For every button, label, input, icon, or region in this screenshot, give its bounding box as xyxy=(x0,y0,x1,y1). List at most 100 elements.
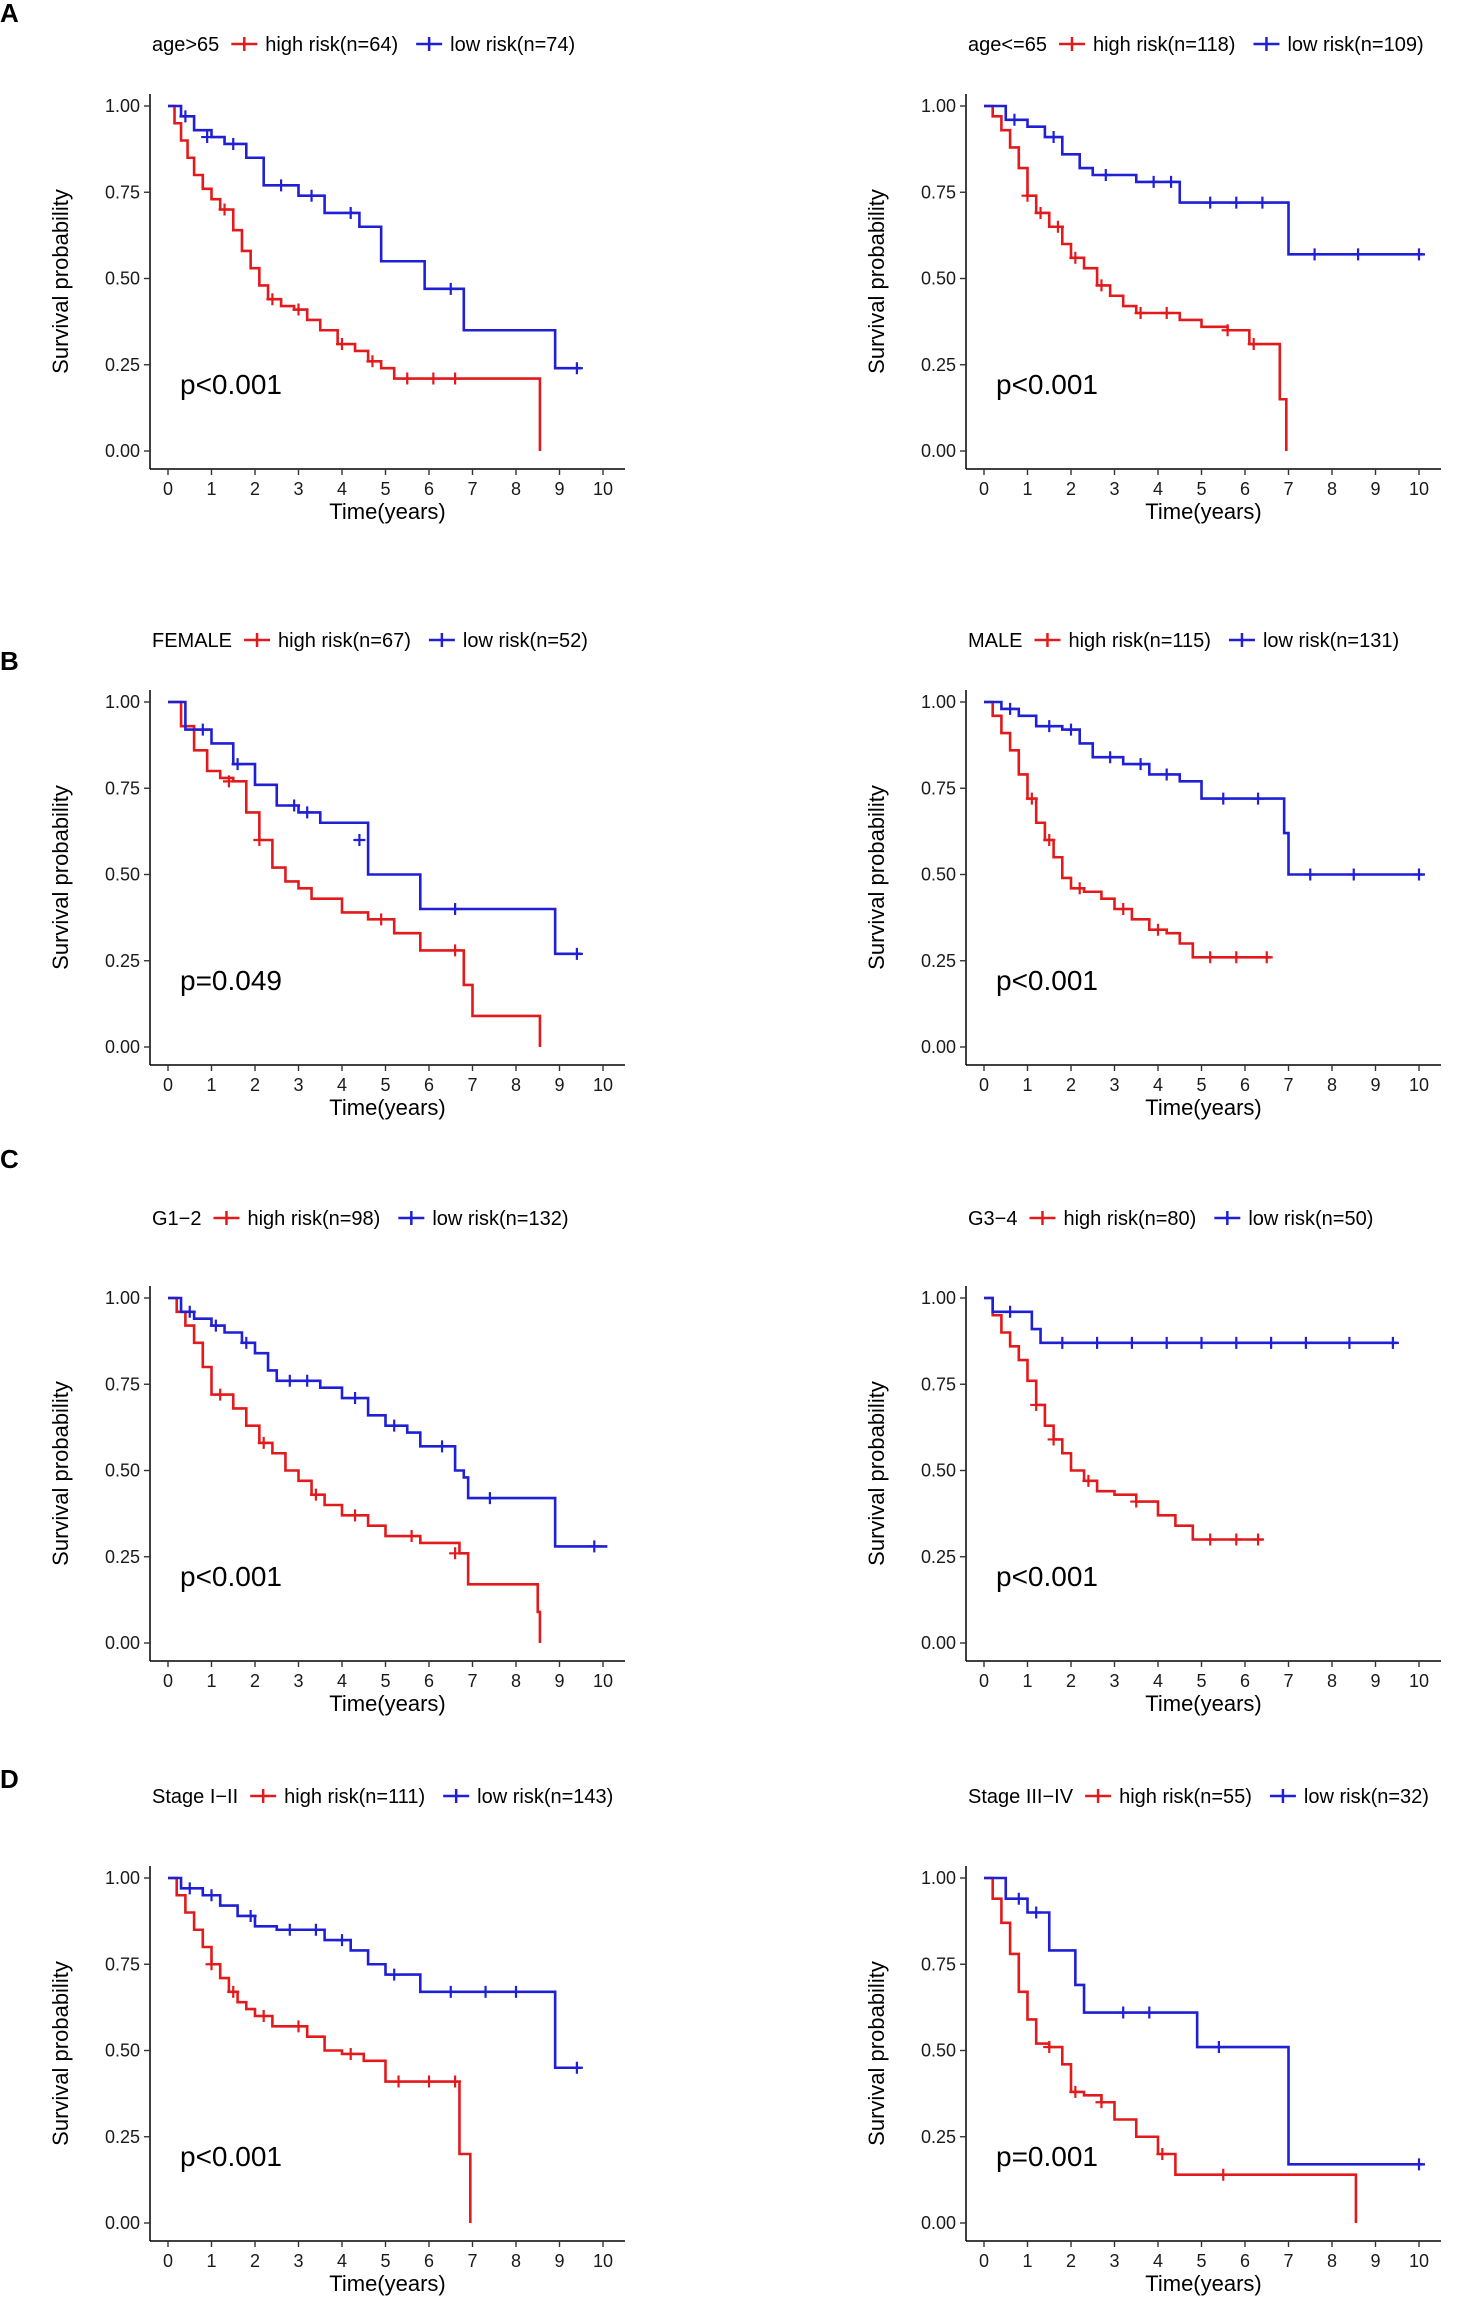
x-axis-title: Time(years) xyxy=(329,499,446,524)
censor-mark-high xyxy=(253,834,266,846)
censor-mark-high xyxy=(1247,338,1260,351)
x-tick-label: 3 xyxy=(293,479,303,499)
censor-mark-high xyxy=(227,1985,240,1998)
legend-title: FEMALE xyxy=(152,630,232,652)
y-tick-label: 0.50 xyxy=(105,2041,140,2061)
survival-curve-high xyxy=(168,1876,472,2223)
survival-curve-low xyxy=(168,104,582,370)
censor-mark-high xyxy=(1034,206,1047,219)
legend-label-high: high risk(n=115) xyxy=(1068,630,1210,652)
x-tick-label: 3 xyxy=(1109,1671,1119,1691)
y-tick-label: 0.25 xyxy=(921,951,956,971)
censor-mark-high xyxy=(449,944,462,957)
x-tick-label: 0 xyxy=(163,1075,173,1095)
censor-mark-high xyxy=(1047,1433,1060,1446)
survival-curve-low xyxy=(168,1296,608,1548)
censor-mark-high xyxy=(1069,251,1082,264)
censor-mark-low xyxy=(283,1374,296,1387)
censor-mark-low xyxy=(388,1419,401,1432)
x-tick-label: 7 xyxy=(1283,1671,1293,1691)
censor-mark-low xyxy=(1160,768,1173,781)
x-axis-title: Time(years) xyxy=(1145,2271,1262,2296)
x-tick-label: 8 xyxy=(1327,2251,1337,2271)
survival-curve-high xyxy=(984,700,1272,959)
censor-mark-low xyxy=(240,1336,253,1349)
censor-mark-low xyxy=(1299,1336,1312,1349)
censor-mark-high xyxy=(218,203,231,216)
x-tick-label: 3 xyxy=(293,2251,303,2271)
censor-mark-low xyxy=(1008,113,1021,126)
x-tick-label: 0 xyxy=(979,1075,989,1095)
y-tick-label: 0.25 xyxy=(105,951,140,971)
censor-mark-low xyxy=(444,1985,457,1998)
x-tick-label: 6 xyxy=(1240,2251,1250,2271)
censor-mark-low xyxy=(1117,2006,1130,2019)
x-tick-label: 6 xyxy=(1240,1671,1250,1691)
y-tick-label: 0.00 xyxy=(921,1037,956,1057)
x-tick-label: 9 xyxy=(554,1075,564,1095)
censor-mark-low xyxy=(305,189,318,202)
x-tick-label: 4 xyxy=(1153,479,1163,499)
p-value-label: p<0.001 xyxy=(180,369,282,400)
x-tick-label: 2 xyxy=(1066,479,1076,499)
censor-mark-high xyxy=(427,372,440,385)
y-axis-title: Survival probability xyxy=(864,1961,889,2146)
x-tick-label: 3 xyxy=(293,1671,303,1691)
y-axis-title: Survival probability xyxy=(48,1961,73,2146)
x-tick-label: 6 xyxy=(424,2251,434,2271)
censor-mark-low xyxy=(1160,1336,1173,1349)
censor-mark-high xyxy=(1221,324,1234,337)
x-tick-label: 10 xyxy=(1409,1075,1429,1095)
censor-mark-low xyxy=(1204,196,1217,209)
x-tick-label: 7 xyxy=(1283,2251,1293,2271)
censor-mark-low xyxy=(1413,248,1425,261)
censor-mark-low xyxy=(227,137,240,150)
censor-mark-high xyxy=(1051,220,1064,233)
legend-label-low: low risk(n=32) xyxy=(1304,1786,1429,1808)
censor-mark-high xyxy=(1252,1533,1265,1546)
censor-mark-low xyxy=(388,1968,401,1981)
censor-mark-low xyxy=(1347,868,1360,881)
censor-mark-high xyxy=(1021,189,1034,202)
censor-mark-high xyxy=(1204,951,1217,964)
censor-mark-high xyxy=(1030,1398,1043,1411)
panel-letter-d: D xyxy=(0,1764,19,1794)
y-tick-label: 0.25 xyxy=(921,2127,956,2147)
x-tick-label: 1 xyxy=(1022,2251,1032,2271)
censor-mark-low xyxy=(1217,792,1230,805)
legend: age<=65 high risk(n=118) low risk(n=109) xyxy=(968,34,1424,56)
x-tick-label: 9 xyxy=(1370,2251,1380,2271)
x-tick-label: 0 xyxy=(979,1671,989,1691)
x-tick-label: 8 xyxy=(511,479,521,499)
censor-mark-low xyxy=(1252,792,1265,805)
km-chart-8: 0.00 0.25 0.50 0.75 1.00 0 1 2 3 4 5 6 7 8 9 10 Time(yea… xyxy=(864,1786,1441,2296)
censor-mark-low xyxy=(344,206,357,219)
y-tick-label: 0.75 xyxy=(105,1374,140,1394)
x-tick-label: 7 xyxy=(467,1075,477,1095)
censor-mark-low xyxy=(336,1934,348,1947)
x-tick-label: 3 xyxy=(293,1075,303,1095)
censor-mark-high xyxy=(336,338,348,351)
censor-mark-high xyxy=(1160,307,1173,319)
legend-label-high: high risk(n=55) xyxy=(1119,1786,1252,1808)
legend-label-low: low risk(n=143) xyxy=(477,1786,613,1808)
censor-mark-high xyxy=(344,2047,357,2060)
y-tick-label: 0.50 xyxy=(921,1461,956,1481)
censor-mark-low xyxy=(1230,196,1243,209)
x-tick-label: 2 xyxy=(250,479,260,499)
censor-mark-low xyxy=(1304,868,1317,881)
censor-mark-low xyxy=(1386,1336,1399,1349)
censor-mark-low xyxy=(1004,702,1017,715)
censor-mark-low xyxy=(1195,1336,1208,1349)
legend: FEMALE high risk(n=67) low risk(n=52) xyxy=(152,630,588,652)
x-tick-label: 1 xyxy=(1022,1075,1032,1095)
censor-mark-low xyxy=(275,179,288,192)
legend-label-low: low risk(n=50) xyxy=(1248,1208,1373,1230)
x-tick-label: 4 xyxy=(337,2251,347,2271)
censor-mark-high xyxy=(1230,1533,1243,1546)
legend: MALE high risk(n=115) low risk(n=131) xyxy=(968,630,1399,652)
x-tick-label: 2 xyxy=(1066,1075,1076,1095)
censor-mark-high xyxy=(366,355,379,368)
censor-mark-high xyxy=(1073,882,1086,895)
legend-label-low: low risk(n=109) xyxy=(1287,34,1423,56)
